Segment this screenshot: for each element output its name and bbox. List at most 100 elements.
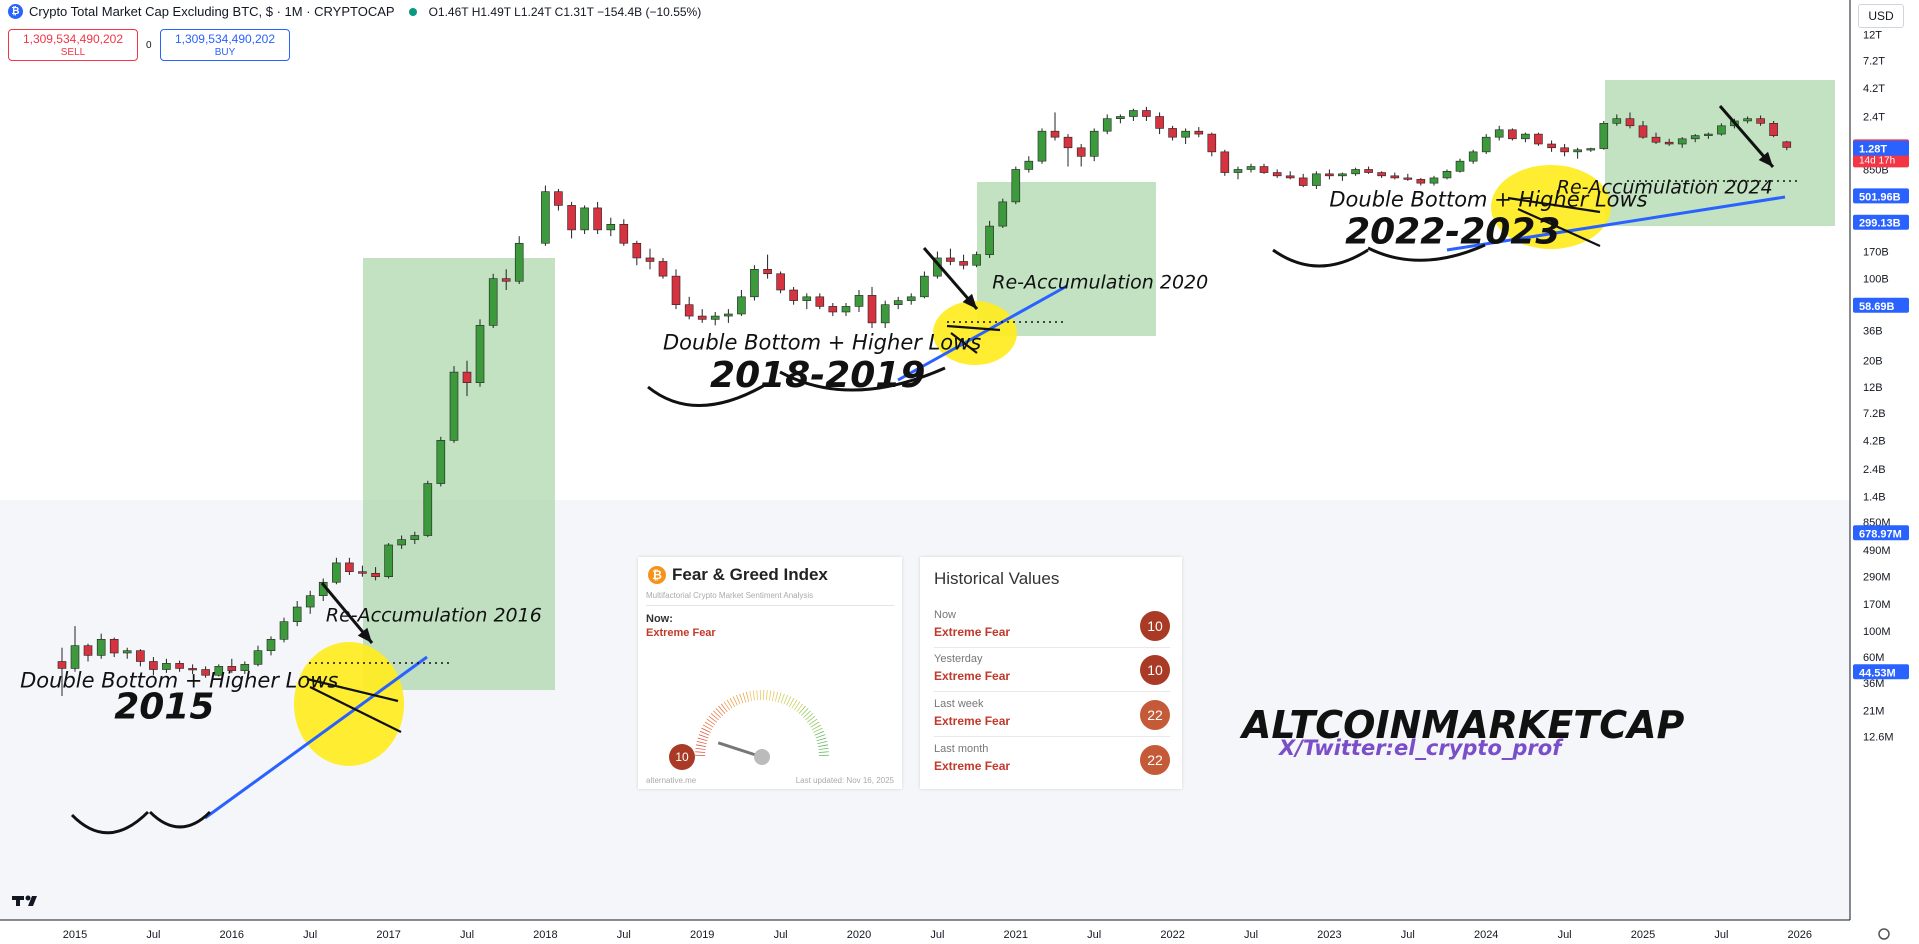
candle-body bbox=[1677, 138, 1687, 145]
price-badge-label: 501.96B bbox=[1859, 191, 1901, 203]
sell-button[interactable]: 1,309,534,490,202 SELL bbox=[8, 29, 138, 61]
candle-body bbox=[959, 261, 968, 266]
candle-body bbox=[1338, 173, 1347, 177]
time-tick-label: 2023 bbox=[1317, 929, 1341, 941]
chart-annotation: Re-Accumulation 2016 bbox=[326, 605, 542, 627]
candle-body bbox=[332, 562, 341, 583]
candle-body bbox=[1259, 166, 1269, 173]
candle-body bbox=[266, 638, 276, 651]
candle-body bbox=[1743, 118, 1752, 122]
bitcoin-icon: ₿ bbox=[648, 566, 666, 584]
candle-body bbox=[475, 325, 485, 383]
support-trendline bbox=[897, 284, 1068, 382]
candle-body bbox=[632, 242, 642, 259]
history-value-badge: 10 bbox=[1140, 611, 1170, 641]
candle-body bbox=[1024, 160, 1034, 170]
candle-body bbox=[1351, 169, 1360, 175]
fear-greed-card: ₿ Fear & Greed Index Multifactorial Cryp… bbox=[638, 557, 902, 789]
time-tick-label: 2017 bbox=[376, 929, 400, 941]
history-row: Now Extreme Fear 10 bbox=[934, 603, 1170, 648]
pointer-arrow-head bbox=[962, 293, 977, 309]
time-tick-label: Jul bbox=[1087, 929, 1101, 941]
candle-body bbox=[162, 663, 171, 670]
gauge-value-label: 10 bbox=[675, 750, 689, 764]
consolidation-line bbox=[950, 332, 978, 354]
time-tick-label: Jul bbox=[303, 929, 317, 941]
symbol-title[interactable]: Crypto Total Market Cap Excluding BTC, $… bbox=[29, 4, 395, 19]
candle-body bbox=[1194, 130, 1204, 135]
watermark-text: ALTCOINMARKETCAP bbox=[1239, 703, 1684, 747]
history-classification: Extreme Fear bbox=[934, 759, 1011, 773]
currency-button[interactable]: USD bbox=[1858, 4, 1904, 28]
candle-body bbox=[188, 668, 197, 671]
price-badge bbox=[1853, 214, 1909, 230]
time-tick-label: Jul bbox=[774, 929, 788, 941]
divider bbox=[646, 605, 894, 606]
price-badge-label: 299.13B bbox=[1859, 218, 1901, 230]
double-bottom-curve bbox=[647, 383, 766, 407]
candle-body bbox=[1207, 133, 1217, 153]
tradingview-logo-icon bbox=[12, 895, 37, 906]
price-badge bbox=[1853, 297, 1909, 313]
gauge-arc-segment bbox=[803, 710, 811, 719]
consolidation-line bbox=[309, 686, 402, 733]
price-tick-label: 7.2T bbox=[1863, 55, 1885, 67]
price-tick-label: 100B bbox=[1863, 274, 1889, 286]
candle-body bbox=[658, 261, 668, 277]
ohlc-readout: O1.46T H1.49T L1.24T C1.31T −154.4B (−10… bbox=[428, 4, 702, 19]
candle-body bbox=[737, 296, 746, 315]
candle-body bbox=[214, 666, 224, 676]
candle-body bbox=[1233, 169, 1243, 173]
candle-body bbox=[1573, 149, 1582, 153]
history-label: Yesterday bbox=[934, 653, 983, 665]
historical-title: Historical Values bbox=[934, 569, 1060, 588]
candle-body bbox=[763, 269, 772, 275]
time-tick-label: 2022 bbox=[1160, 929, 1184, 941]
price-tick-label: 7.2B bbox=[1863, 408, 1886, 420]
candle-body bbox=[488, 278, 498, 326]
price-tick-label: 4.2B bbox=[1863, 435, 1886, 447]
candle-body bbox=[1181, 130, 1190, 138]
candle-body bbox=[985, 225, 994, 255]
candle-body bbox=[1116, 116, 1125, 119]
price-badge-countdown: 14d 17h bbox=[1859, 155, 1895, 166]
candle-body bbox=[1534, 133, 1543, 145]
price-badge bbox=[1853, 188, 1909, 204]
candle-body bbox=[1625, 118, 1635, 127]
candle-body bbox=[1704, 133, 1713, 136]
price-badge-label: 44.53M bbox=[1859, 667, 1896, 679]
candle-body bbox=[1508, 129, 1517, 140]
candle-body bbox=[867, 295, 877, 324]
price-tick-label: 850B bbox=[1863, 164, 1889, 176]
candle-body bbox=[501, 278, 511, 282]
updated-label: Last updated: Nov 16, 2025 bbox=[795, 776, 894, 785]
candle-body bbox=[1638, 125, 1648, 138]
time-tick-label: 2024 bbox=[1474, 929, 1498, 941]
candle-body bbox=[1285, 175, 1295, 179]
price-tick-label: 20B bbox=[1863, 356, 1883, 368]
price-badge-label: 1.28T bbox=[1859, 144, 1887, 156]
candle-body bbox=[1063, 136, 1073, 149]
candle-body bbox=[946, 257, 955, 262]
candle-body bbox=[1050, 130, 1060, 138]
candle-body bbox=[149, 661, 158, 670]
price-badge bbox=[1853, 525, 1909, 541]
candle-body bbox=[1102, 118, 1112, 132]
double-bottom-curve bbox=[1272, 248, 1369, 268]
consolidation-line bbox=[306, 677, 399, 703]
price-tick-label: 170M bbox=[1863, 599, 1891, 611]
candle-body bbox=[684, 304, 694, 317]
candle-body bbox=[1481, 136, 1491, 153]
chart-header: ₿ Crypto Total Market Cap Excluding BTC,… bbox=[8, 4, 701, 19]
buy-button[interactable]: 1,309,534,490,202 BUY bbox=[160, 29, 290, 61]
candle-body bbox=[606, 224, 616, 231]
candle-body bbox=[893, 300, 903, 305]
pointer-arrow-head bbox=[357, 627, 372, 643]
time-tick-label: 2021 bbox=[1004, 929, 1028, 941]
chart-annotation: Double Bottom + Higher Lows bbox=[1329, 188, 1647, 212]
candle-body bbox=[1312, 173, 1321, 186]
buy-label: BUY bbox=[214, 47, 236, 58]
price-badge-label: 678.97M bbox=[1859, 528, 1902, 540]
history-classification: Extreme Fear bbox=[934, 625, 1011, 639]
